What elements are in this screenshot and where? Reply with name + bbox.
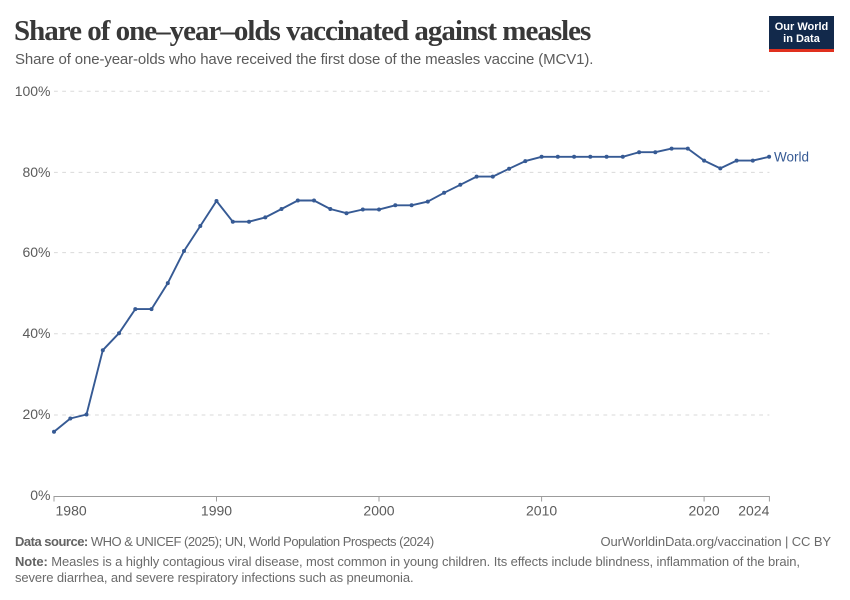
svg-text:World: World <box>774 150 809 165</box>
svg-text:20%: 20% <box>22 406 50 422</box>
svg-text:80%: 80% <box>22 164 50 180</box>
svg-text:1990: 1990 <box>201 502 232 518</box>
svg-text:2020: 2020 <box>689 502 720 518</box>
svg-text:2000: 2000 <box>363 502 394 518</box>
svg-text:60%: 60% <box>22 244 50 260</box>
svg-text:2024: 2024 <box>738 502 769 518</box>
svg-text:40%: 40% <box>22 325 50 341</box>
svg-text:100%: 100% <box>15 83 51 99</box>
svg-text:1980: 1980 <box>56 502 87 518</box>
svg-text:2010: 2010 <box>526 502 557 518</box>
svg-text:0%: 0% <box>30 487 50 503</box>
